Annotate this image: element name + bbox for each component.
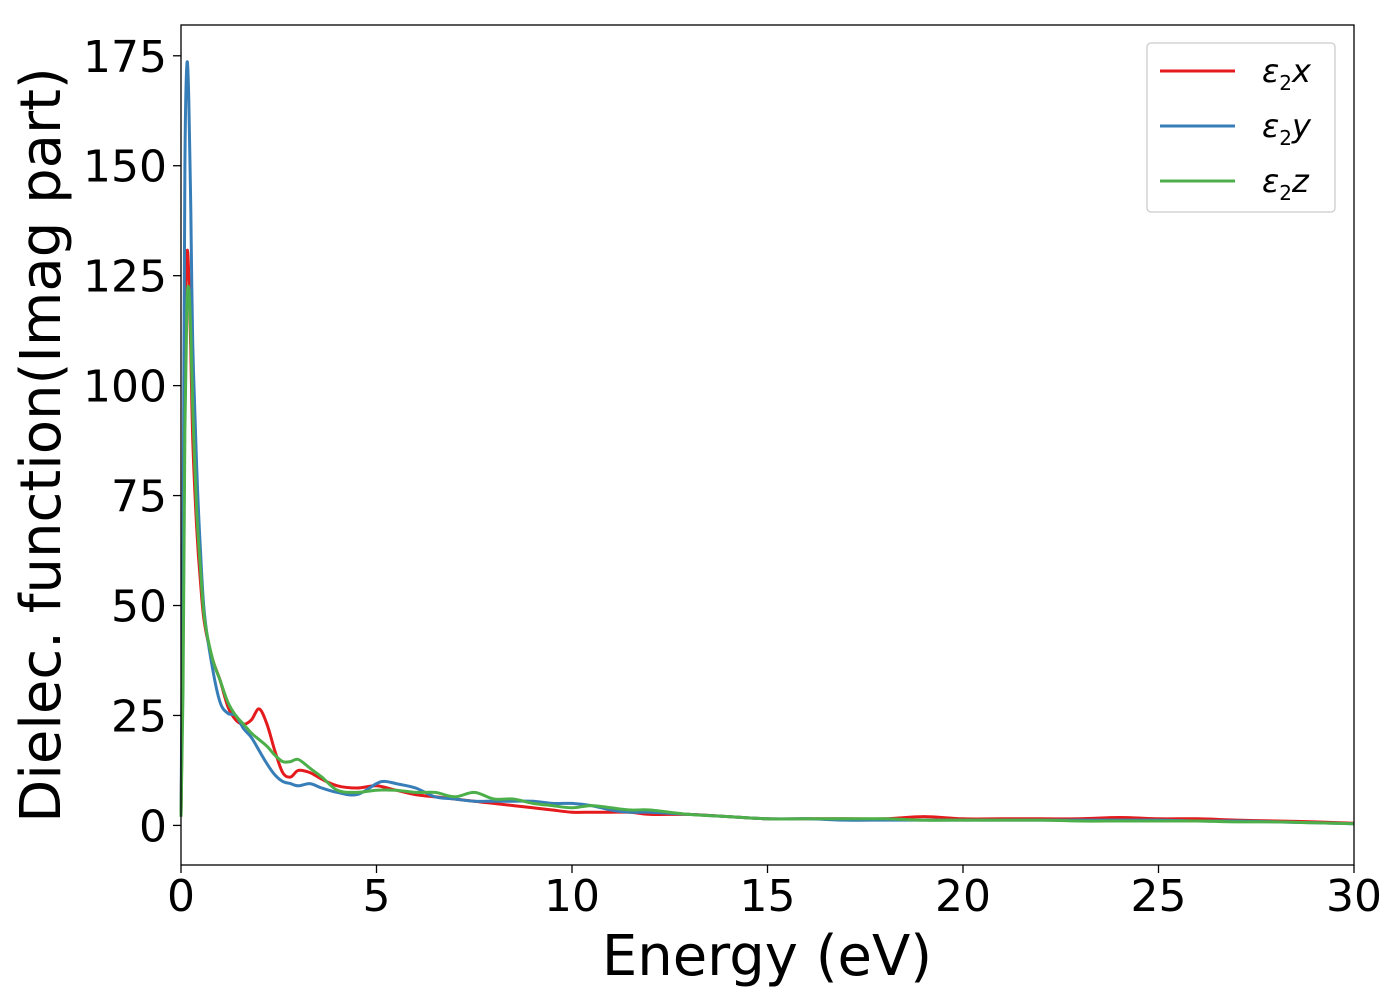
x-tick-label: 10 — [544, 871, 600, 922]
x-tick-label: 20 — [935, 871, 991, 922]
legend-box — [1146, 42, 1336, 213]
legend-items: ε2x ε2y ε2z — [1160, 52, 1312, 205]
y-tick-label: 100 — [83, 362, 167, 413]
series-line-x — [179, 248, 1355, 825]
y-tick-label: 0 — [139, 801, 167, 852]
ticks-layer: 0 5 10 15 20 25 30 0 25 50 75 100 125 150 175 — [83, 32, 1382, 922]
legend-label-x: ε2x — [1262, 52, 1312, 95]
legend-label-y: ε2y — [1262, 107, 1312, 150]
series-line-z — [179, 284, 1355, 826]
y-tick-label: 175 — [83, 32, 167, 83]
legend: ε2x ε2y ε2z — [1146, 42, 1336, 213]
y-tick-label: 25 — [111, 691, 167, 742]
x-axis-title: Energy (eV) — [602, 924, 932, 989]
x-tick-label: 15 — [740, 871, 796, 922]
y-tick-label: 150 — [83, 142, 167, 193]
y-tick-label: 50 — [111, 582, 167, 633]
x-tick-label: 0 — [167, 871, 195, 922]
y-tick-label: 75 — [111, 472, 167, 523]
series-layer — [179, 60, 1355, 826]
x-tick-label: 25 — [1131, 871, 1187, 922]
y-axis-title: Dielec. function(Imag part) — [9, 67, 74, 823]
x-tick-label: 5 — [363, 871, 391, 922]
legend-label-z: ε2z — [1262, 162, 1310, 205]
y-tick-label: 125 — [83, 252, 167, 303]
x-tick-label: 30 — [1326, 871, 1382, 922]
